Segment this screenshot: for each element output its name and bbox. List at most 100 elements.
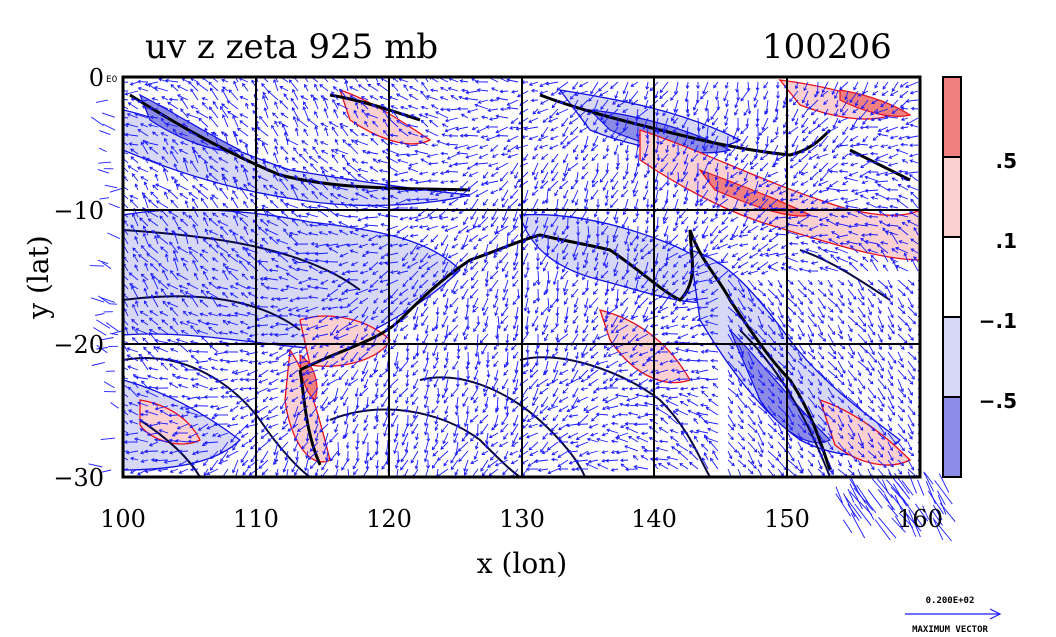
wind-vector-head: [834, 247, 839, 251]
wind-vector-head: [801, 150, 805, 154]
wind-vector-head: [307, 276, 312, 281]
wind-vector: [877, 244, 889, 254]
wind-vector: [800, 260, 809, 263]
wind-vector: [623, 81, 629, 94]
wind-vector-head: [389, 270, 394, 275]
wind-vector: [362, 279, 369, 284]
wind-vector-head: [409, 276, 413, 281]
wind-vector-head: [761, 236, 766, 241]
wind-vector: [817, 279, 823, 285]
wind-vector-head: [595, 169, 600, 174]
wind-vector: [232, 176, 239, 182]
wind-vector: [900, 81, 909, 88]
wind-vector-head: [539, 261, 544, 266]
wind-vector-head: [790, 295, 794, 299]
wind-vector: [772, 162, 779, 167]
wind-vector: [725, 180, 729, 187]
wind-vector: [210, 197, 219, 209]
wind-vector: [140, 123, 149, 128]
wind-vector-head: [190, 105, 195, 109]
wind-vector-head: [191, 185, 196, 189]
wind-vector: [718, 225, 729, 234]
wind-vector: [705, 261, 719, 267]
wind-vector-head: [342, 139, 347, 143]
wind-vector: [541, 171, 549, 184]
wind-vector: [870, 153, 879, 155]
wind-vector-head: [615, 166, 620, 171]
wind-vector-head: [641, 284, 645, 289]
wind-vector: [336, 103, 349, 110]
wind-vector-head: [580, 217, 585, 221]
wind-vector-head: [602, 251, 607, 256]
wind-vector: [192, 185, 199, 191]
wind-vector-head: [629, 241, 634, 246]
wind-vector-head: [379, 168, 383, 173]
wind-vector: [451, 279, 459, 293]
wind-vector: [279, 100, 289, 110]
wind-vector: [837, 266, 849, 272]
wind-vector-head: [576, 242, 581, 246]
wind-vector-head: [118, 120, 121, 123]
wind-vector: [161, 132, 169, 137]
wind-vector-head: [129, 82, 134, 86]
wind-vector-head: [601, 231, 605, 236]
wind-vector-head: [807, 149, 812, 154]
wind-vector-head: [151, 275, 156, 280]
wind-vector: [134, 236, 139, 245]
wind-vector-head: [400, 178, 404, 183]
wind-vector-head: [892, 260, 896, 264]
wind-vector: [340, 125, 349, 137]
wind-vector: [721, 216, 729, 225]
wind-vector-head: [672, 158, 676, 163]
wind-vector-head: [761, 271, 765, 275]
wind-vector-head: [273, 164, 277, 169]
wind-vector-head: [312, 96, 317, 101]
wind-vector-head: [913, 256, 917, 260]
wind-vector-head: [713, 84, 717, 89]
wind-vector: [478, 234, 489, 241]
wind-vector: [460, 243, 469, 250]
wind-vector: [335, 213, 349, 218]
wind-vector: [355, 140, 369, 146]
wind-vector: [741, 144, 749, 152]
wind-vector: [907, 135, 919, 139]
wind-vector: [369, 166, 379, 173]
wind-vector-head: [834, 104, 839, 109]
wind-vector-head: [431, 282, 436, 286]
wind-vector-head: [314, 285, 319, 290]
wind-vector: [549, 108, 559, 119]
wind-vector: [671, 108, 679, 121]
wind-vector-head: [749, 161, 754, 166]
wind-vector-head: [179, 172, 184, 177]
wind-vector-head: [408, 94, 413, 98]
wind-vector: [439, 216, 449, 220]
wind-vector: [534, 180, 539, 190]
wind-vector: [141, 273, 149, 281]
wind-vector-head: [693, 220, 698, 225]
wind-vector-head: [869, 281, 874, 286]
wind-vector-head: [807, 269, 812, 273]
wind-vector: [298, 279, 309, 284]
wind-vector-head: [891, 248, 896, 252]
wind-vector: [765, 252, 779, 257]
wind-vector-head: [202, 238, 207, 242]
wind-vector-head: [556, 239, 561, 243]
wind-vector: [865, 240, 879, 245]
wind-vector: [308, 181, 319, 191]
wind-vector-head: [682, 150, 687, 155]
wind-vector: [379, 96, 389, 101]
wind-vector: [851, 189, 859, 192]
wind-vector: [693, 108, 699, 116]
wind-vector-head: [860, 296, 865, 300]
wind-vector: [595, 252, 599, 261]
wind-vector: [554, 189, 559, 196]
wind-vector-head: [244, 247, 249, 252]
wind-vector: [485, 180, 499, 185]
wind-vector-head: [642, 196, 647, 201]
wind-vector-head: [129, 194, 134, 199]
wind-vector: [721, 252, 729, 263]
wind-vector: [186, 113, 199, 119]
wind-vector-head: [694, 203, 699, 208]
wind-vector-head: [889, 204, 893, 209]
wind-vector-head: [336, 186, 341, 191]
